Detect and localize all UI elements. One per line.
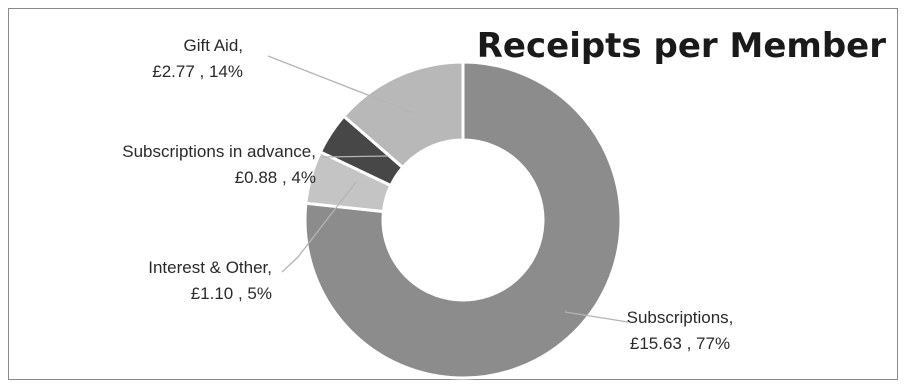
slice-label-name-gift-aid: Gift Aid, (183, 36, 243, 55)
leader-line-gift-aid (267, 55, 415, 114)
slice-label-name-interest-other: Interest & Other, (148, 258, 272, 277)
slice-label-value-subscriptions: £15.63 , 77% (630, 334, 730, 353)
doughnut-slices (303, 60, 623, 380)
slice-label-name-subscriptions: Subscriptions, (627, 308, 734, 327)
slice-labels: Subscriptions, £15.63 , 77% Interest & Oth… (122, 36, 733, 353)
slice-subscriptions (303, 60, 623, 380)
leader-line-subscriptions-in-advance (321, 155, 389, 158)
chart-title: Receipts per Member (477, 26, 886, 66)
leader-line-subscriptions (564, 311, 629, 323)
slice-label-value-gift-aid: £2.77 , 14% (152, 62, 243, 81)
slice-label-value-interest-other: £1.10 , 5% (191, 284, 272, 303)
leader-line-interest-other (281, 181, 357, 273)
slice-label-name-subscriptions-in-advance: Subscriptions in advance, (122, 142, 316, 161)
slice-gift-aid (341, 60, 465, 170)
slice-label-value-subscriptions-in-advance: £0.88 , 4% (235, 168, 316, 187)
